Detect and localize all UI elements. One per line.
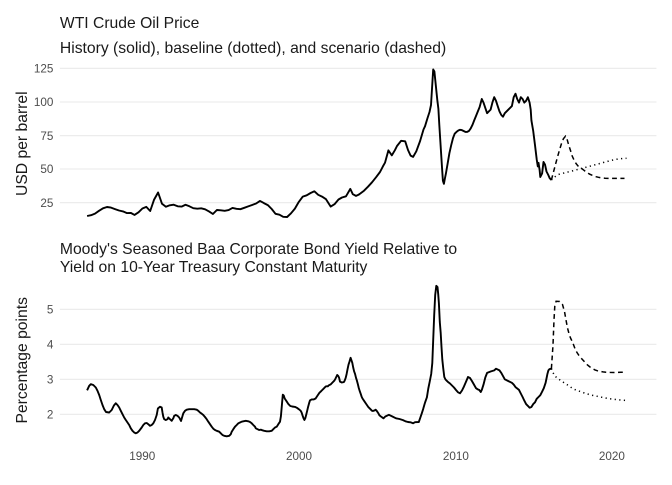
svg-text:Yield on 10-Year Treasury Cons: Yield on 10-Year Treasury Constant Matur… [60,259,368,276]
svg-text:2000: 2000 [286,450,313,463]
svg-text:3: 3 [47,374,54,387]
svg-text:25: 25 [40,197,54,210]
svg-text:2: 2 [47,409,54,422]
svg-text:1990: 1990 [129,450,156,463]
svg-text:75: 75 [40,130,54,143]
svg-text:100: 100 [34,96,54,109]
svg-text:2010: 2010 [443,450,470,463]
svg-text:History (solid), baseline (dot: History (solid), baseline (dotted), and … [60,40,446,57]
svg-text:4: 4 [47,339,54,352]
svg-text:5: 5 [47,304,54,317]
svg-text:WTI Crude Oil Price: WTI Crude Oil Price [60,15,200,32]
svg-text:50: 50 [40,163,54,176]
svg-text:USD per barrel: USD per barrel [14,91,31,196]
svg-text:2020: 2020 [599,450,626,463]
svg-text:Moody's Seasoned Baa Corporate: Moody's Seasoned Baa Corporate Bond Yiel… [60,241,457,258]
svg-text:125: 125 [34,63,54,76]
svg-text:Percentage points: Percentage points [14,297,31,424]
